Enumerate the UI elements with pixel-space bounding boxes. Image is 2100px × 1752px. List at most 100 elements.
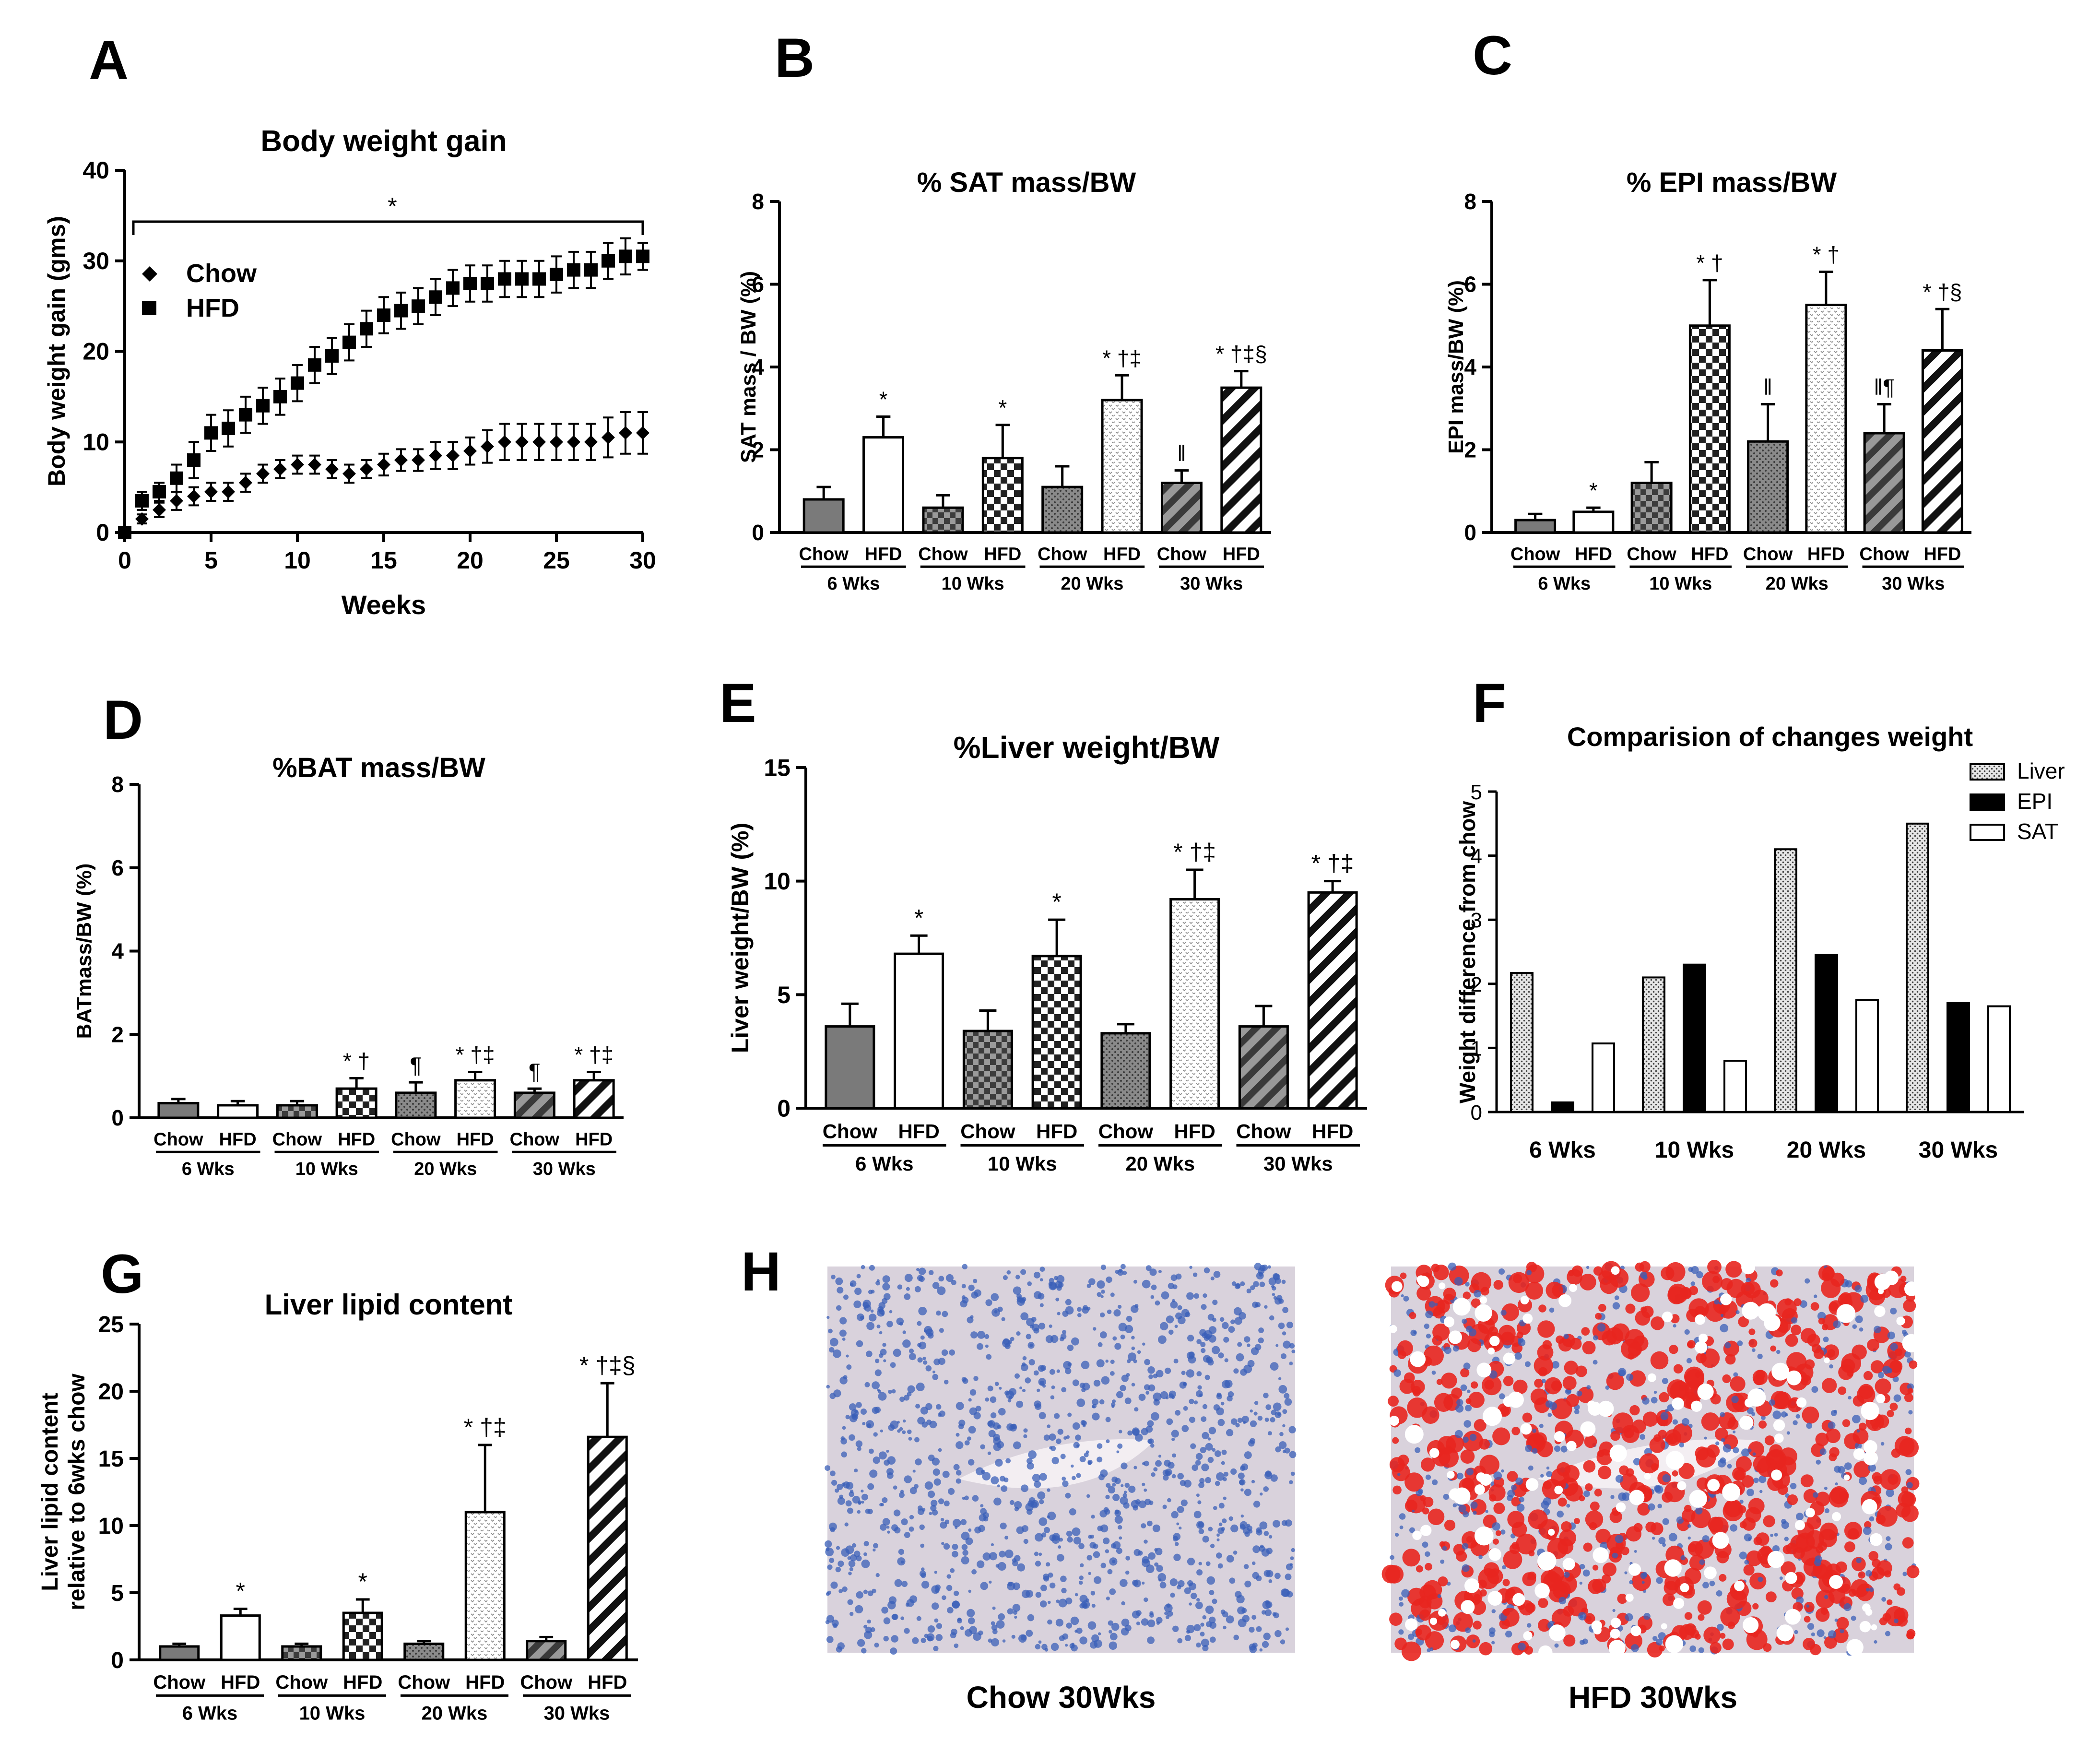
vacuole	[1743, 1617, 1759, 1634]
nucleus	[961, 1531, 970, 1540]
nucleus	[1886, 1536, 1891, 1541]
nucleus	[1034, 1400, 1041, 1408]
lipid-droplet	[1528, 1509, 1548, 1529]
nucleus	[1465, 1405, 1472, 1412]
nucleus	[871, 1290, 875, 1294]
nucleus	[1196, 1642, 1201, 1648]
data-point-chow	[256, 467, 270, 481]
bar-category-label: Chow	[1098, 1120, 1154, 1143]
lipid-droplet	[1471, 1599, 1487, 1615]
lipid-droplet	[1579, 1495, 1585, 1502]
nucleus	[1631, 1644, 1639, 1652]
nucleus	[1444, 1346, 1451, 1354]
nucleus	[1082, 1306, 1089, 1314]
nucleus	[1289, 1361, 1293, 1366]
lipid-droplet	[1827, 1349, 1836, 1357]
nucleus	[973, 1412, 981, 1420]
nucleus	[1206, 1576, 1215, 1585]
nucleus	[1164, 1604, 1173, 1612]
nucleus	[1557, 1510, 1564, 1518]
nucleus	[1558, 1597, 1567, 1605]
nucleus	[1038, 1517, 1048, 1526]
vacuole	[1429, 1617, 1438, 1625]
nucleus	[857, 1446, 861, 1451]
nucleus	[1165, 1367, 1171, 1374]
nucleus	[1106, 1483, 1111, 1488]
bar-chow	[802, 498, 845, 534]
nucleus	[961, 1544, 968, 1551]
nucleus	[872, 1381, 880, 1390]
y-tick-label: 20	[83, 338, 109, 365]
nucleus	[1473, 1511, 1477, 1515]
lipid-droplet	[1407, 1397, 1428, 1418]
legend-marker-square	[142, 301, 156, 315]
lipid-droplet	[1649, 1437, 1665, 1453]
nucleus	[1112, 1336, 1117, 1341]
nucleus	[1065, 1299, 1072, 1305]
nucleus	[1093, 1551, 1100, 1558]
nucleus	[1280, 1639, 1286, 1645]
nucleus	[1757, 1353, 1763, 1359]
nucleus	[1138, 1394, 1146, 1401]
data-point-hfd	[550, 268, 563, 282]
lipid-droplet	[1852, 1428, 1869, 1444]
lipid-droplet	[1416, 1565, 1423, 1573]
data-point-chow	[187, 489, 201, 503]
nucleus	[854, 1409, 858, 1413]
nucleus	[1275, 1446, 1281, 1453]
nucleus	[1652, 1636, 1658, 1641]
lipid-droplet	[1868, 1551, 1878, 1561]
nucleus	[1049, 1324, 1052, 1328]
group-label: 20 Wks	[1061, 574, 1123, 594]
lipid-droplet	[1666, 1435, 1673, 1443]
vacuole	[1503, 1396, 1514, 1407]
vacuole	[1695, 1341, 1708, 1354]
nucleus	[1003, 1477, 1009, 1482]
nucleus	[1125, 1325, 1133, 1333]
data-point-chow	[170, 494, 183, 508]
nucleus	[1044, 1527, 1050, 1533]
nucleus	[1093, 1380, 1101, 1387]
bar-chow	[526, 1640, 567, 1661]
nucleus	[1006, 1270, 1011, 1275]
lipid-droplet	[1625, 1632, 1642, 1650]
group-label: 30 Wks	[1180, 574, 1243, 594]
nucleus	[1222, 1611, 1228, 1618]
significance-marker: *	[388, 193, 397, 220]
lipid-droplet	[1492, 1427, 1510, 1445]
nucleus	[980, 1504, 984, 1508]
lipid-droplet	[1557, 1462, 1571, 1477]
nucleus	[1062, 1330, 1066, 1335]
significance-bracket	[132, 220, 644, 235]
nucleus	[1147, 1420, 1154, 1427]
nucleus	[1065, 1492, 1071, 1499]
nucleus	[1158, 1270, 1162, 1273]
nucleus	[908, 1527, 914, 1532]
bar-chow	[276, 1104, 318, 1119]
nucleus	[1074, 1593, 1078, 1597]
nucleus	[1412, 1509, 1415, 1513]
nucleus	[993, 1497, 1002, 1506]
nucleus	[837, 1642, 845, 1650]
chart-title: Body weight gain	[260, 125, 507, 158]
vacuole	[1764, 1314, 1781, 1331]
nucleus	[1838, 1466, 1845, 1474]
nucleus	[914, 1286, 921, 1292]
nucleus	[1151, 1284, 1157, 1290]
nucleus	[882, 1283, 890, 1290]
nucleus	[1714, 1299, 1720, 1305]
nucleus	[1027, 1614, 1035, 1622]
lipid-droplet	[1685, 1567, 1701, 1585]
nucleus	[1492, 1522, 1500, 1531]
lipid-droplet	[1598, 1303, 1606, 1312]
lipid-droplet	[1418, 1595, 1432, 1609]
nucleus	[1080, 1563, 1084, 1567]
nucleus	[888, 1424, 895, 1431]
nucleus	[944, 1380, 949, 1385]
data-point-chow	[135, 512, 149, 526]
nucleus	[1290, 1556, 1294, 1561]
nucleus	[1799, 1300, 1807, 1308]
nucleus	[1518, 1338, 1526, 1347]
nucleus	[950, 1568, 955, 1573]
nucleus	[893, 1509, 901, 1516]
